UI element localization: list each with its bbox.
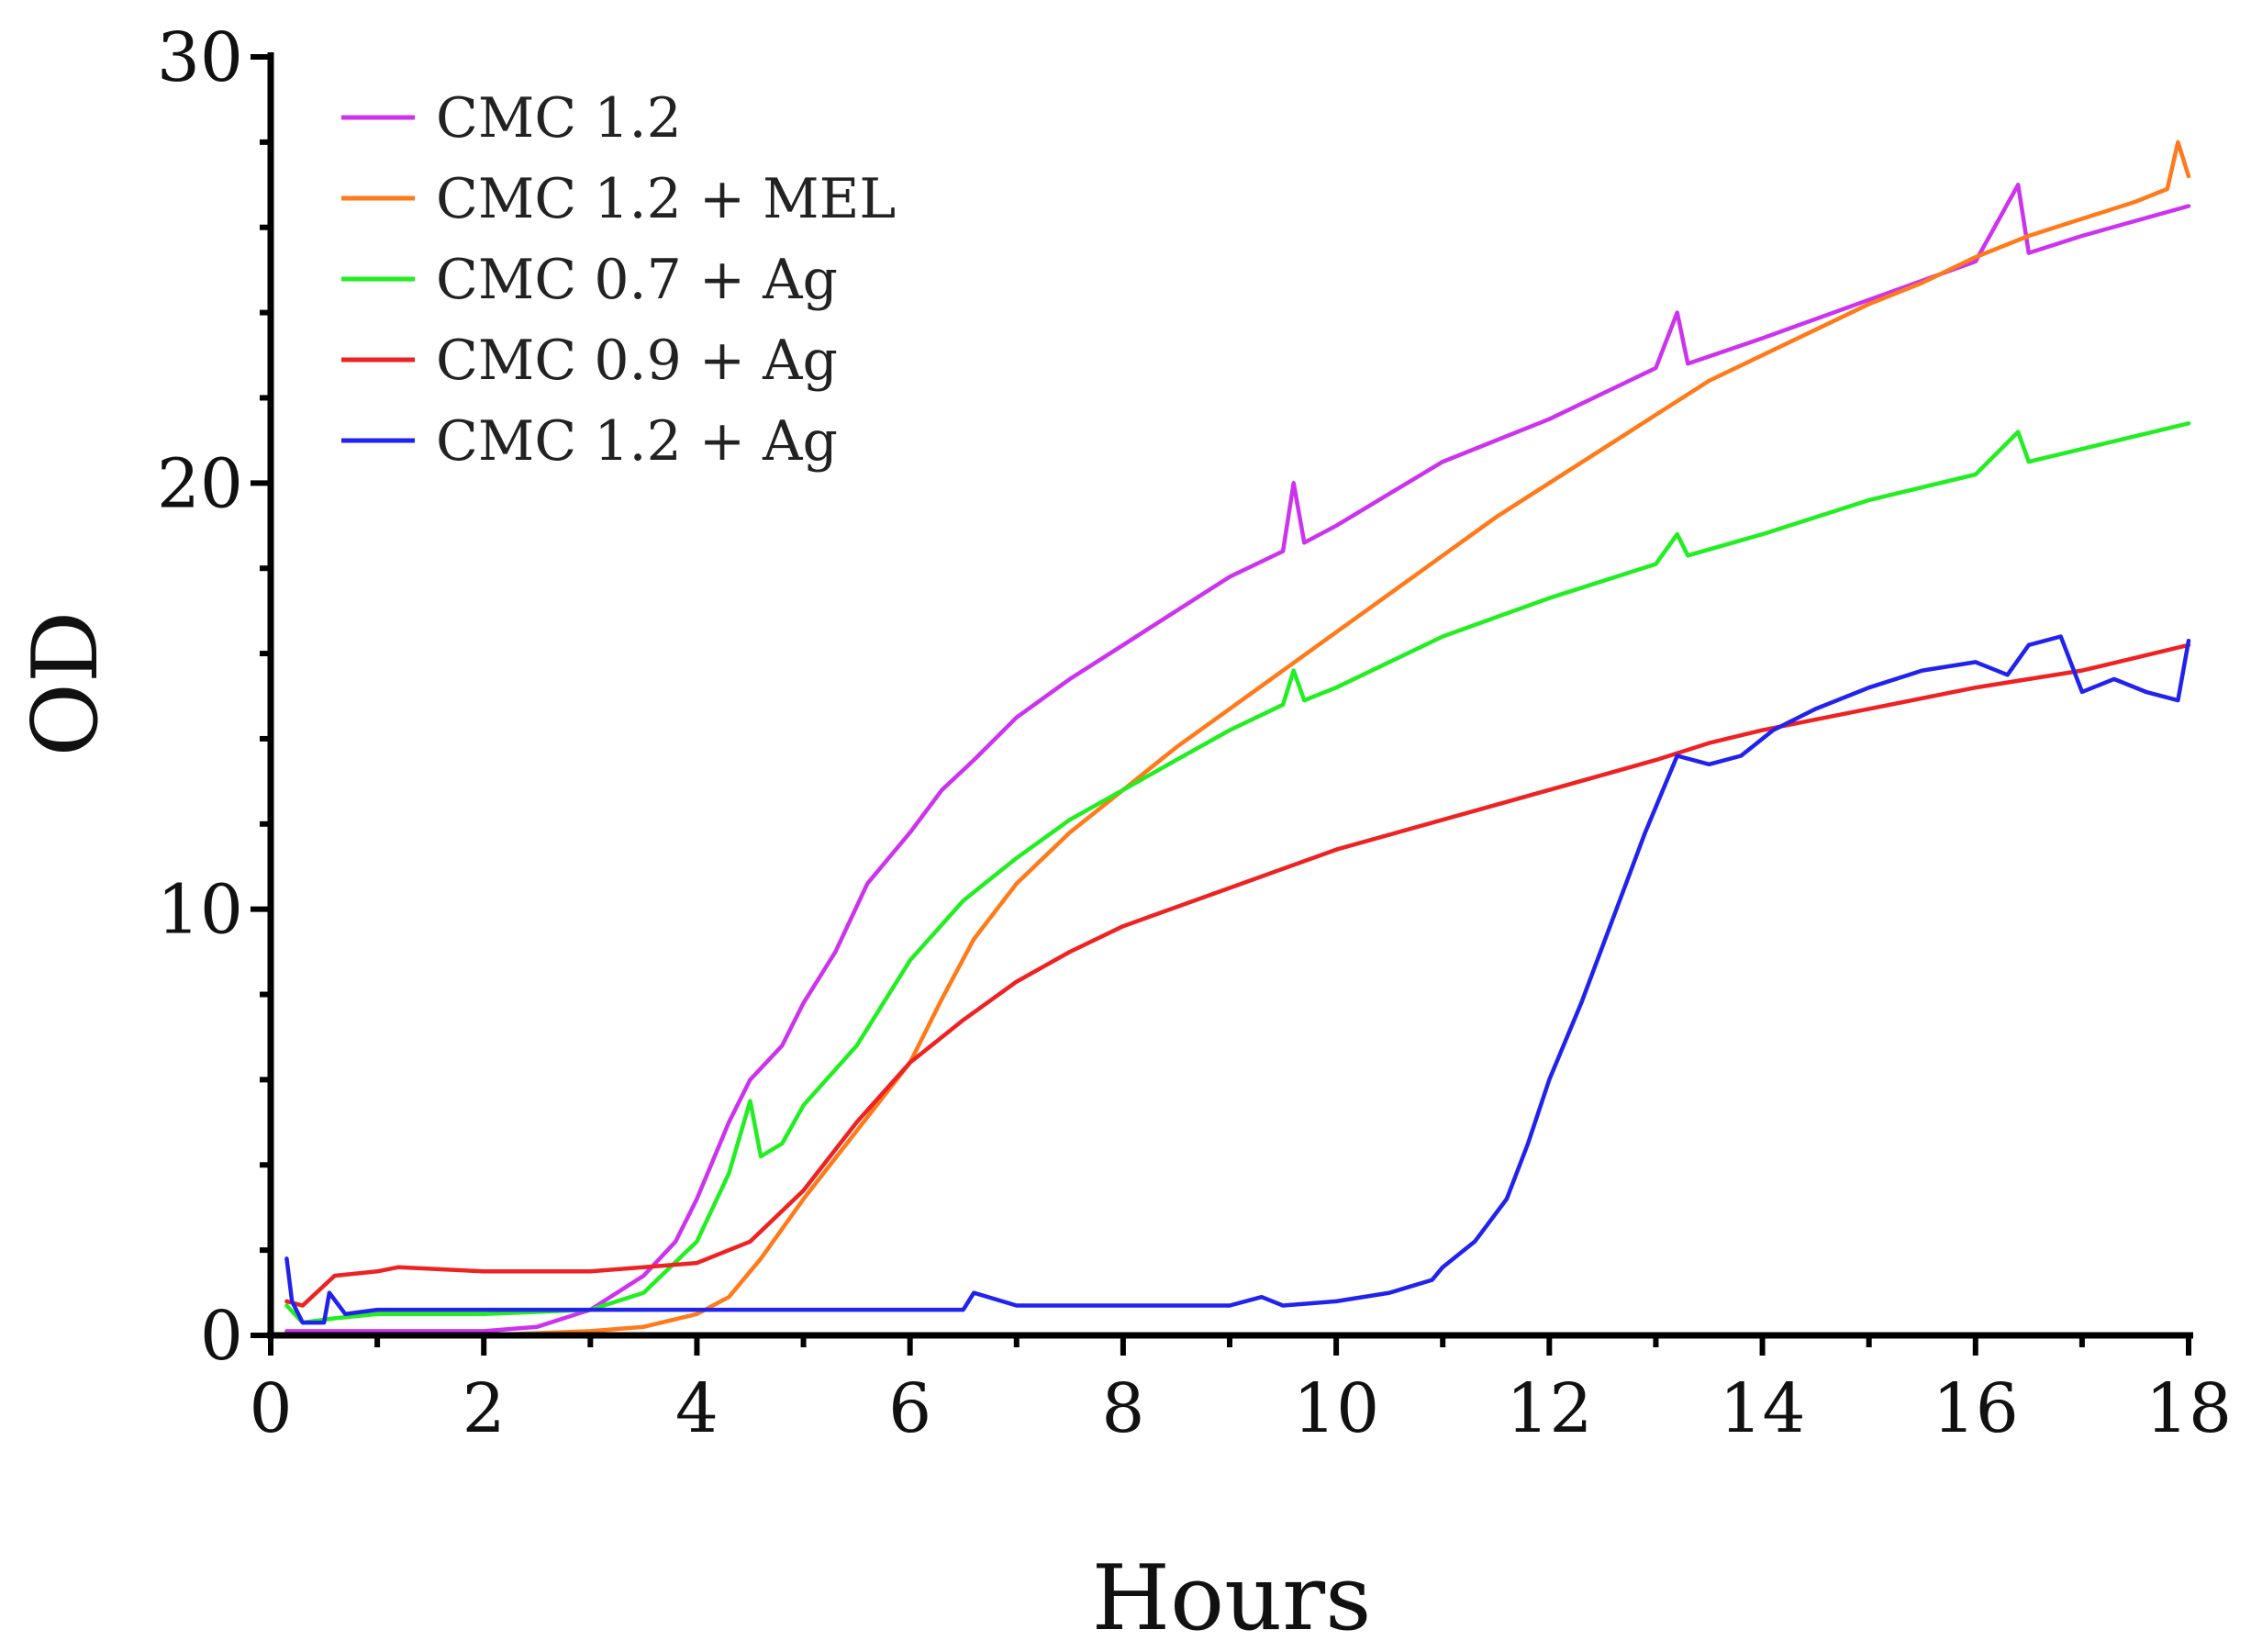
axes (267, 52, 2193, 1339)
series-line-5 (284, 634, 2191, 1325)
x-tick-label: 16 (1933, 1369, 2019, 1448)
x-tick-label: 0 (249, 1369, 292, 1448)
x-tick-label: 8 (1101, 1369, 1144, 1448)
x-tick-label: 14 (1719, 1369, 1805, 1448)
x-tick-label: 10 (1293, 1369, 1379, 1448)
series-line-4 (284, 642, 2191, 1308)
legend-label: CMC 1.2 (436, 86, 682, 151)
legend: CMC 1.2 CMC 1.2 + MEL CMC 0.7 + Ag CMC 0.9 … (341, 86, 896, 474)
x-tick-label: 4 (675, 1369, 719, 1448)
y-tick-label: 20 (157, 444, 243, 523)
y-tick-label: 30 (157, 18, 243, 97)
y-axis-title: OD (14, 611, 118, 757)
series-line-2 (284, 140, 2191, 1338)
x-tick-label: 12 (1506, 1369, 1592, 1448)
ticks-group: 0 2 4 6 8 10 12 14 16 18 0 10 20 30 (157, 18, 2232, 1448)
series-line-3 (284, 421, 2191, 1325)
x-axis-title: Hours (1092, 1546, 1372, 1651)
series-line-1 (284, 183, 2191, 1334)
x-tick-label: 2 (462, 1369, 506, 1448)
x-tick-label: 18 (2145, 1369, 2232, 1448)
x-tick-label: 6 (888, 1369, 931, 1448)
legend-label: CMC 1.2 + Ag (436, 409, 838, 474)
y-tick-label: 0 (200, 1297, 243, 1376)
legend-label: CMC 1.2 + MEL (436, 167, 896, 231)
legend-label: CMC 0.9 + Ag (436, 329, 838, 393)
legend-label: CMC 0.7 + Ag (436, 248, 838, 312)
y-tick-label: 10 (157, 871, 243, 950)
series-group (284, 140, 2191, 1338)
